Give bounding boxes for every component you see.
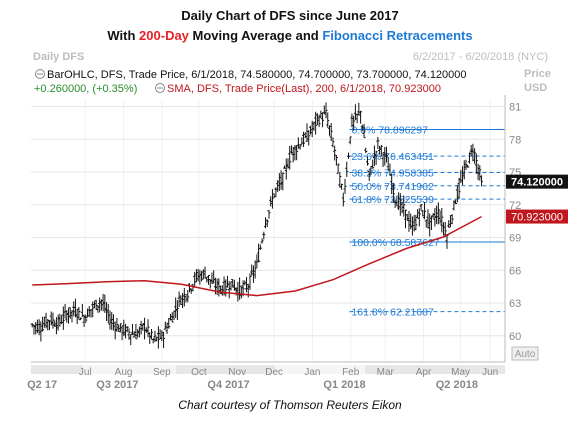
quarter-band-2 xyxy=(83,365,176,374)
subtitle-part-2: 200-Day xyxy=(139,28,189,43)
last-price-tag xyxy=(506,174,568,189)
sma-price-value: 70.923000 xyxy=(511,212,563,224)
x-quarter-label: Q2 2018 xyxy=(436,379,478,391)
x-month-label: Dec xyxy=(265,367,283,378)
x-month-label: Jan xyxy=(304,367,320,378)
y-tick-label: 66 xyxy=(509,265,521,277)
y-tick-label: 60 xyxy=(509,331,521,343)
fib-label: 38.2% 74.958385 xyxy=(351,168,433,180)
x-month-label: Jul xyxy=(79,367,92,378)
x-month-label: Feb xyxy=(342,367,360,378)
sma-price-tag xyxy=(506,209,568,224)
sma-legend-icon xyxy=(155,83,165,93)
quarter-band-1 xyxy=(31,365,83,374)
sma-legend-text: SMA, DFS, Trade Price(Last), 200, 6/1/20… xyxy=(167,83,441,95)
symbol-label: Daily DFS xyxy=(33,51,84,63)
ohlc-change-text: +0.260000, (+0.35%) xyxy=(34,83,137,95)
x-month-label: Apr xyxy=(416,367,432,378)
x-quarter-label: Q1 2018 xyxy=(323,379,365,391)
y-tick-label: 63 xyxy=(509,298,521,310)
chart-title: Daily Chart of DFS since June 2017 xyxy=(181,8,399,23)
sma-200-line xyxy=(32,215,482,297)
ohlc-legend-text: BarOHLC, DFS, Trade Price, 6/1/2018, 74.… xyxy=(47,69,467,81)
y-unit-price: Price xyxy=(524,68,551,80)
x-quarter-label: Q3 2017 xyxy=(96,379,138,391)
fib-label: 0.0% 78.896297 xyxy=(351,125,428,137)
x-month-label: Nov xyxy=(228,367,246,378)
date-range-label: 6/2/2017 - 6/20/2018 (NYC) xyxy=(413,51,548,63)
x-quarter-label: Q2 17 xyxy=(27,379,57,391)
auto-scale-label: Auto xyxy=(515,349,536,360)
fib-label: 161.8% 62.21687 xyxy=(351,307,433,319)
chart-footer: Chart courtesy of Thomson Reuters Eikon xyxy=(178,398,402,412)
fib-label: 50.0% 73.741962 xyxy=(351,181,433,193)
y-tick-label: 72 xyxy=(509,200,521,212)
y-tick-label: 69 xyxy=(509,233,521,245)
y-tick-label: 78 xyxy=(509,134,521,146)
subtitle-part-3: Moving Average and xyxy=(188,28,323,43)
fib-label: 100.0% 68.587627 xyxy=(351,237,439,249)
y-tick-label: 81 xyxy=(509,102,521,114)
x-month-label: Mar xyxy=(377,367,395,378)
x-quarter-label: Q4 2017 xyxy=(207,379,249,391)
quarter-band-4 xyxy=(275,365,365,374)
x-month-label: May xyxy=(451,367,470,378)
x-month-label: Aug xyxy=(115,367,133,378)
chart-subtitle: With 200-Day Moving Average and Fibonacc… xyxy=(0,28,580,43)
auto-scale-button[interactable] xyxy=(511,346,539,361)
x-month-label: Sep xyxy=(153,367,171,378)
subtitle-part-1: With xyxy=(107,28,140,43)
fib-label: 61.8% 72.525539 xyxy=(351,194,433,206)
last-price-value: 74.120000 xyxy=(511,177,563,189)
y-unit-usd: USD xyxy=(524,82,547,94)
quarter-band-5 xyxy=(365,365,505,374)
quarter-band-3 xyxy=(176,365,275,374)
x-month-label: Oct xyxy=(191,367,207,378)
fib-label: 23.6% 76.463451 xyxy=(351,151,433,163)
x-month-label: Jun xyxy=(482,367,498,378)
ohlc-legend-icon xyxy=(35,69,45,79)
subtitle-part-4: Fibonacci Retracements xyxy=(322,28,473,43)
